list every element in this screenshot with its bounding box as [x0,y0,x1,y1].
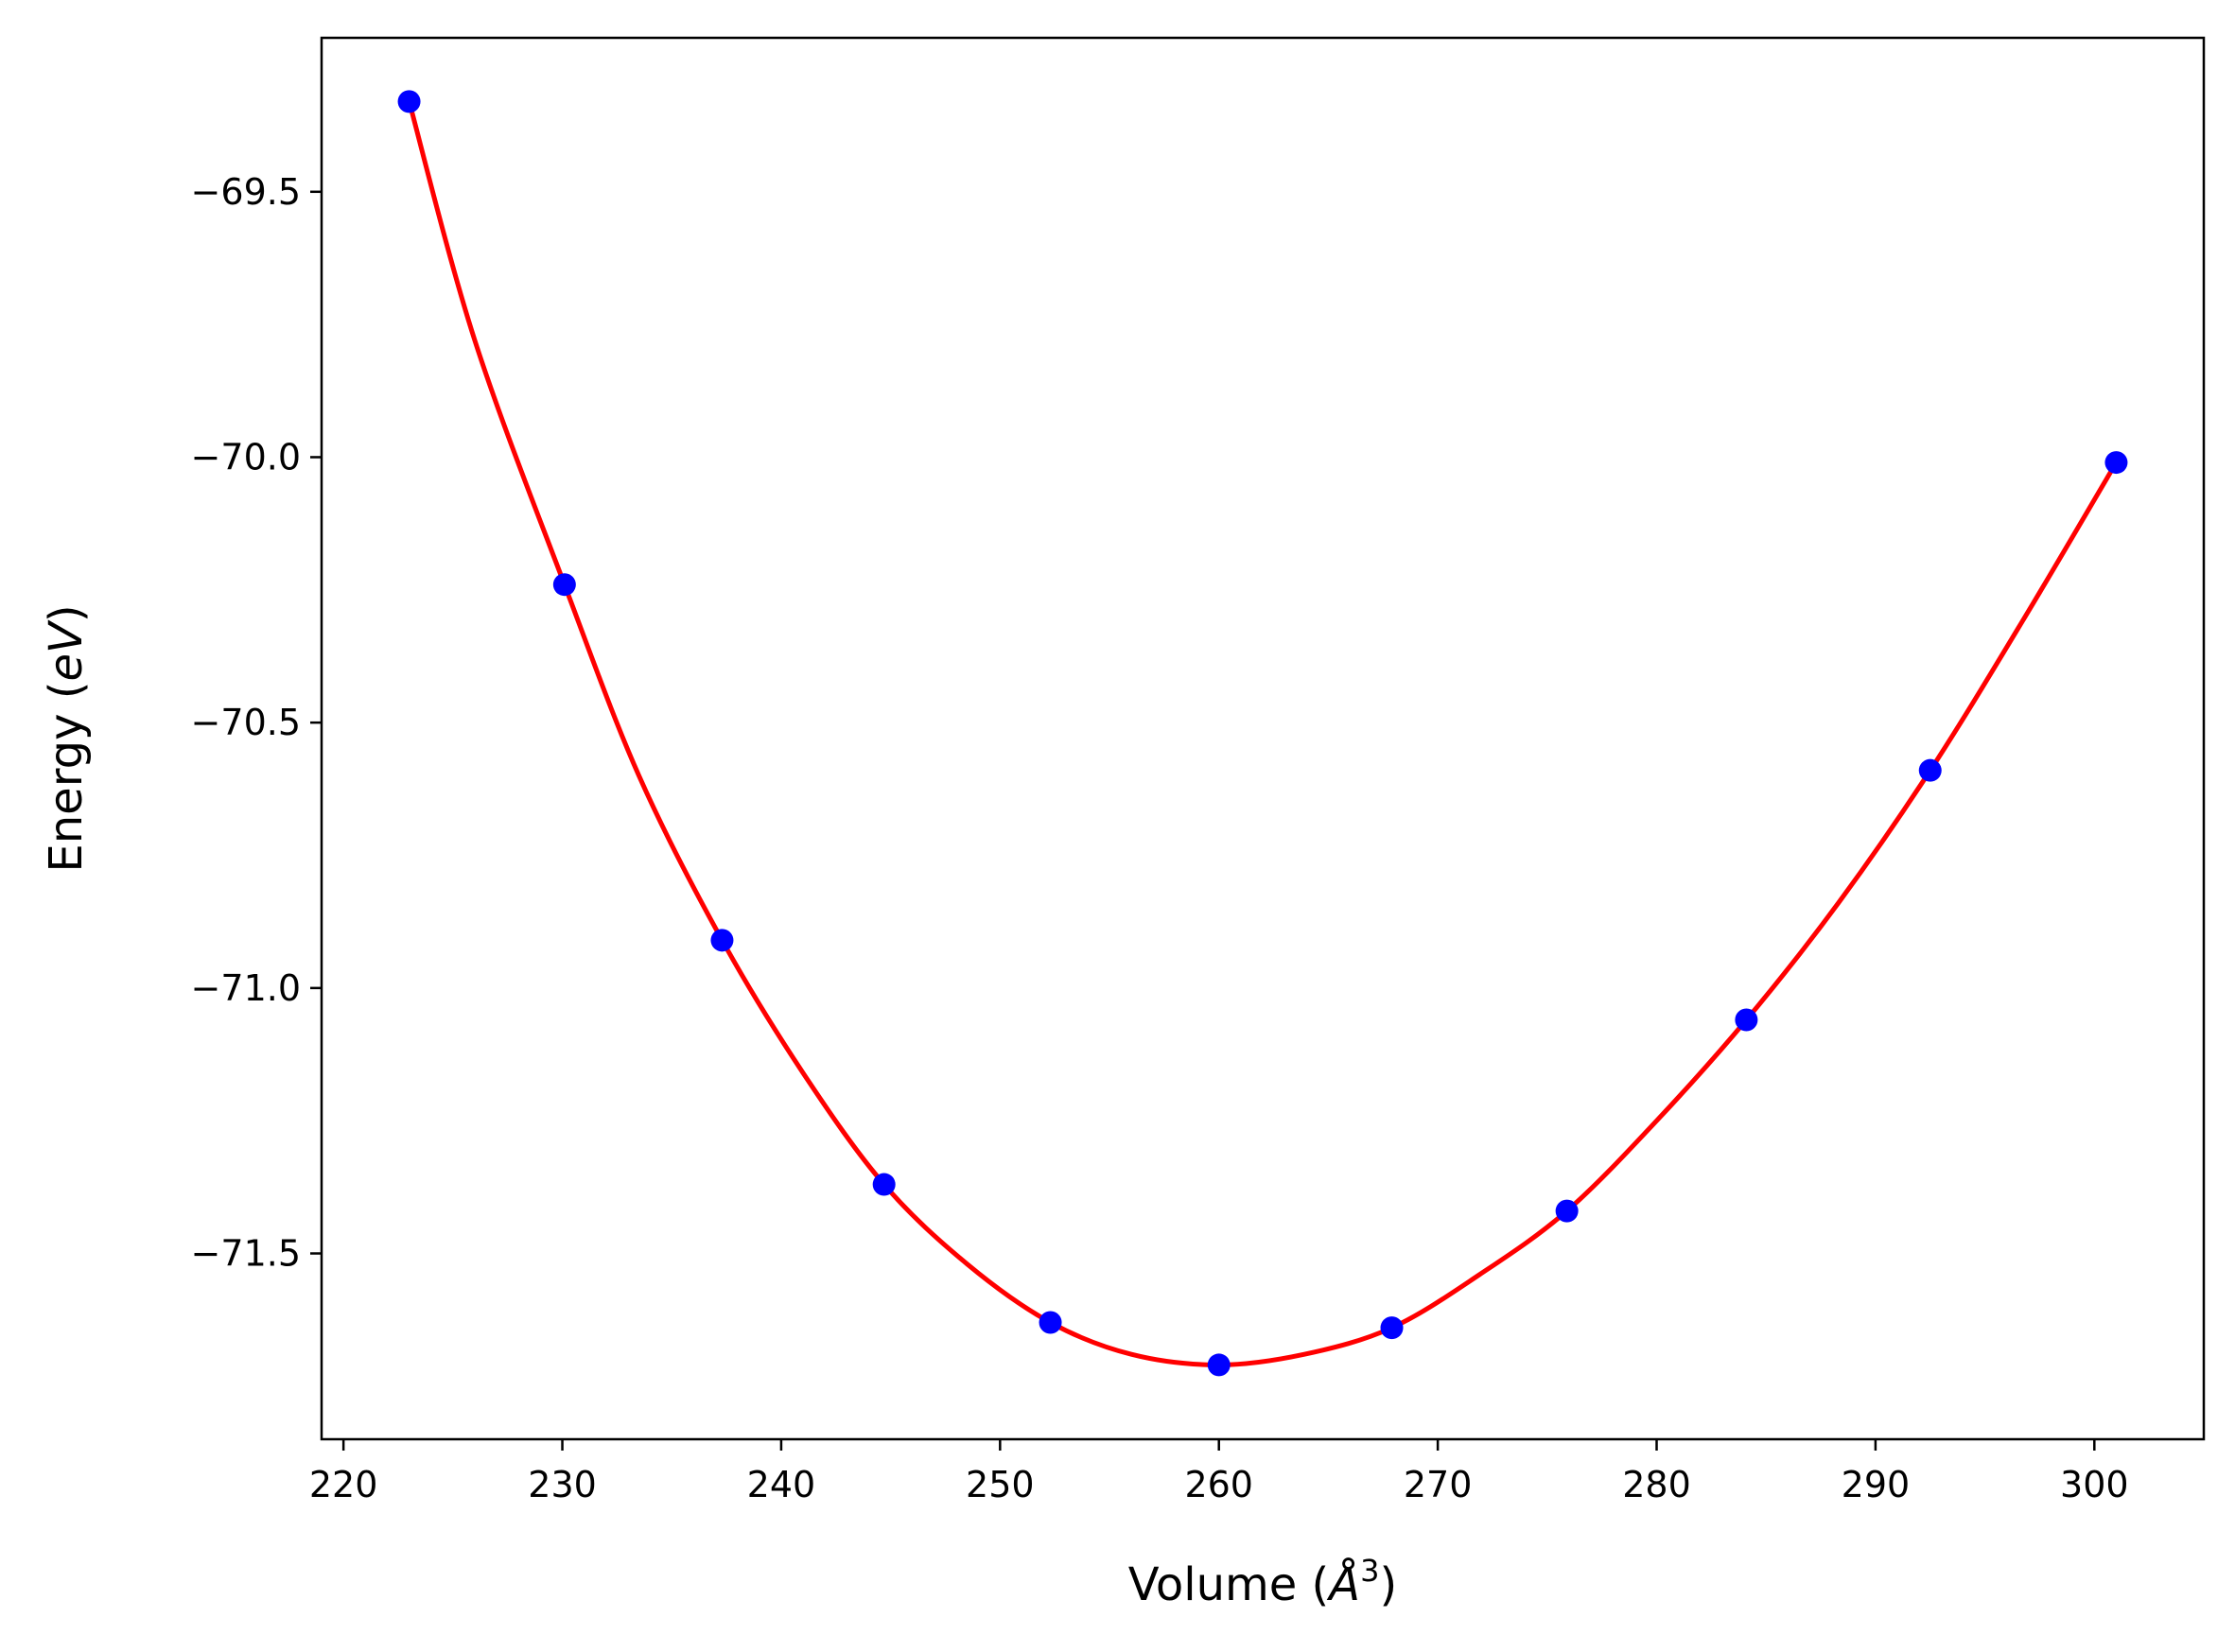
data-point [1735,1008,1758,1032]
y-tick-label: −69.5 [191,171,301,213]
x-tick-label: 250 [966,1464,1035,1505]
x-tick-label: 220 [309,1464,378,1505]
x-tick-label: 280 [1622,1464,1691,1505]
y-axis-label: Energy (eV) [40,604,93,872]
y-tick-label: −70.5 [191,702,301,743]
x-tick-label: 260 [1184,1464,1253,1505]
x-tick-label: 230 [528,1464,597,1505]
y-tick-label: −71.5 [191,1233,301,1275]
data-point [1918,758,1942,782]
x-tick-label: 300 [2060,1464,2129,1505]
data-point [872,1173,896,1196]
x-tick-label: 270 [1404,1464,1473,1505]
data-point [397,90,421,113]
data-point [1380,1316,1404,1340]
data-point [2104,451,2128,475]
y-tick-label: −71.0 [191,967,301,1009]
fit-curve [407,100,2119,1367]
y-axis-ticks: −69.5 −70.0 −70.5 −71.0 −71.5 [191,171,322,1275]
data-point [552,573,576,597]
y-tick-label: −70.0 [191,436,301,478]
data-point [1207,1353,1231,1377]
data-point [1039,1311,1062,1334]
x-tick-label: 290 [1842,1464,1911,1505]
x-tick-label: 240 [747,1464,816,1505]
data-point [1555,1199,1579,1223]
x-axis-ticks: 220 230 240 250 260 270 280 290 300 [309,1439,2129,1505]
x-axis-label: Volume (Å3) [1128,1553,1397,1611]
plot-frame [320,36,2206,1441]
plot-layer [397,90,2128,1377]
data-point [710,929,734,952]
